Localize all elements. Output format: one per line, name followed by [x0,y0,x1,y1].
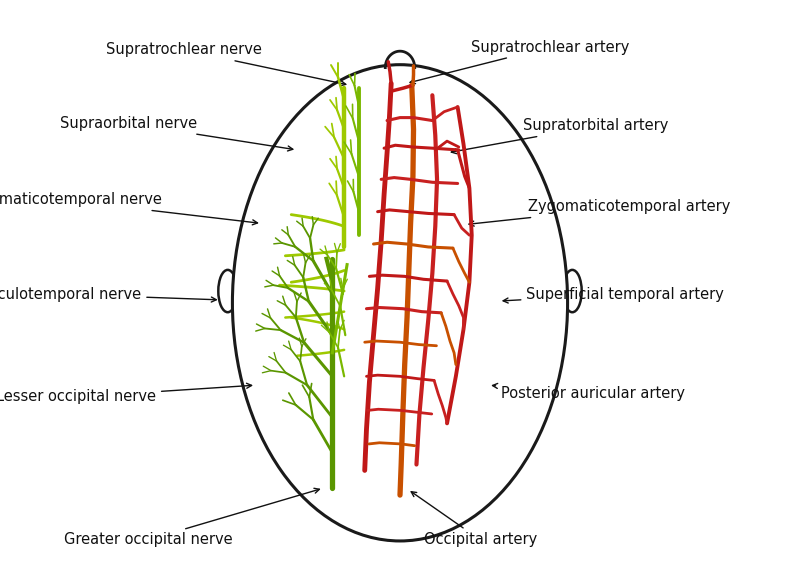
Text: Occipital artery: Occipital artery [411,492,537,547]
Ellipse shape [218,270,237,312]
Text: Zygomaticotemporal artery: Zygomaticotemporal artery [469,199,730,226]
Text: Supraorbital nerve: Supraorbital nerve [60,116,293,151]
Ellipse shape [233,65,567,541]
Text: Lesser occipital nerve: Lesser occipital nerve [0,383,252,405]
Text: Greater occipital nerve: Greater occipital nerve [64,488,319,547]
Text: Supratorbital artery: Supratorbital artery [451,118,669,153]
Text: Posterior auricular artery: Posterior auricular artery [493,383,685,402]
Text: Zygomaticotemporal nerve: Zygomaticotemporal nerve [0,192,258,225]
Text: Supratrochlear artery: Supratrochlear artery [410,39,629,83]
Text: Superficial temporal artery: Superficial temporal artery [503,286,724,303]
Text: Supratrochlear nerve: Supratrochlear nerve [106,42,346,86]
Text: Auriculotemporal nerve: Auriculotemporal nerve [0,286,216,302]
Ellipse shape [563,270,582,312]
